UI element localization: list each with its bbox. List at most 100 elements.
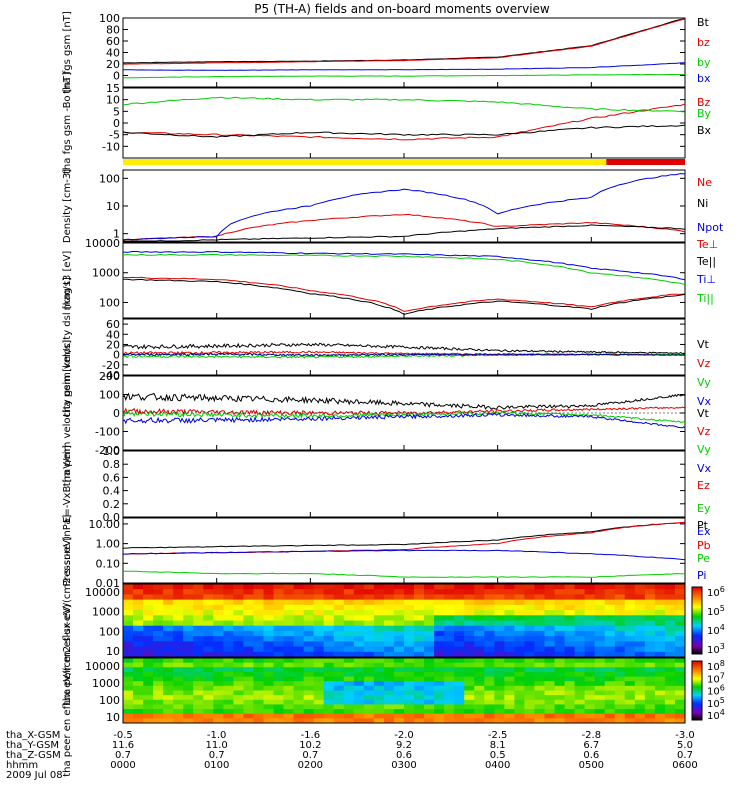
series-line-Vx [122, 412, 686, 429]
heatmap-cell [373, 699, 385, 705]
heatmap-cell [584, 630, 596, 637]
heatmap-cell [404, 620, 415, 627]
heatmap-cell [654, 667, 666, 673]
heatmap-cell [123, 641, 134, 648]
heatmap-cell [273, 636, 285, 642]
heatmap-cell [604, 709, 616, 715]
heatmap-cell [664, 667, 676, 673]
ytick-label: 0 [113, 70, 120, 83]
heatmap-cell [223, 589, 234, 595]
heatmap-cell [454, 599, 465, 606]
heatmap-cell [464, 704, 475, 710]
heatmap-cell [133, 699, 144, 705]
heatmap-cell [233, 685, 244, 691]
heatmap-cell [624, 713, 636, 719]
heatmap-cell [193, 709, 204, 715]
heatmap-cell [253, 658, 264, 664]
heatmap-cell [133, 646, 144, 653]
heatmap-cell [203, 599, 214, 606]
heatmap-cell [383, 667, 395, 673]
heatmap-cell [173, 651, 184, 658]
heatmap-cell [404, 681, 415, 687]
heatmap-cell [574, 641, 586, 648]
heatmap-cell [444, 658, 455, 664]
heatmap-cell [654, 594, 666, 601]
heatmap-cell [243, 709, 254, 715]
heatmap-cell [514, 709, 525, 715]
heatmap-cell [584, 681, 596, 687]
heatmap-cell [544, 713, 556, 719]
heatmap-cell [283, 671, 295, 678]
footer-value: 0.6 [583, 750, 599, 761]
heatmap-cell [263, 599, 275, 606]
heatmap-cell [333, 704, 345, 710]
heatmap-cell [474, 641, 485, 648]
heatmap-cell [133, 620, 144, 627]
heatmap-cell [213, 625, 224, 632]
heatmap-cell [524, 584, 535, 590]
heatmap-cell [343, 662, 355, 668]
heatmap-cell [233, 589, 244, 595]
series-line-Vy [122, 409, 686, 424]
heatmap-cell [584, 699, 596, 705]
heatmap-cell [434, 594, 445, 601]
heatmap-cell [363, 662, 375, 668]
heatmap-cell [263, 685, 275, 691]
heatmap-cell [574, 630, 586, 637]
heatmap-cell [444, 671, 455, 678]
heatmap-cell [514, 610, 525, 616]
heatmap-cell [564, 681, 576, 687]
heatmap-cell [474, 615, 485, 621]
heatmap-cell [343, 658, 355, 664]
heatmap-cell [614, 610, 626, 616]
ytick-label: 100 [99, 296, 120, 309]
heatmap-cell [484, 695, 495, 701]
heatmap-cell [353, 594, 365, 601]
heatmap-cell [444, 651, 455, 658]
heatmap-cell [424, 681, 435, 687]
heatmap-cell [594, 662, 606, 668]
heatmap-cell [514, 713, 525, 719]
heatmap-cell [353, 604, 365, 611]
heatmap-cell [614, 604, 626, 611]
heatmap-cell [564, 604, 576, 611]
heatmap-cell [524, 685, 535, 691]
footer-value: -2.0 [394, 730, 414, 741]
heatmap-cell [183, 713, 194, 719]
heatmap-cell [213, 630, 224, 637]
ytick-label: 0.4 [103, 485, 121, 498]
heatmap-cell [163, 699, 174, 705]
heatmap-cell [454, 658, 465, 664]
heatmap-cell [674, 641, 686, 648]
heatmap-cell [514, 685, 525, 691]
heatmap-cell [674, 699, 686, 705]
heatmap-cell [143, 662, 154, 668]
heatmap-cell [444, 667, 455, 673]
heatmap-cell [634, 636, 646, 642]
heatmap-cell [243, 625, 254, 632]
heatmap-cell [383, 662, 395, 668]
heatmap-cell [534, 599, 545, 606]
heatmap-cell [253, 620, 264, 627]
heatmap-cell [594, 685, 606, 691]
heatmap-cell [383, 620, 395, 627]
heatmap-cell [434, 646, 445, 653]
heatmap-cell [393, 620, 405, 627]
heatmap-cell [534, 604, 545, 611]
heatmap-cell [614, 615, 626, 621]
series-line-Te|| [122, 278, 686, 315]
heatmap-cell [404, 662, 415, 668]
series-line-Vt [122, 342, 686, 355]
heatmap-cell [614, 651, 626, 658]
series-line-Ni [123, 224, 686, 242]
heatmap-cell [223, 695, 234, 701]
heatmap-cell [624, 604, 636, 611]
heatmap-cell [173, 615, 184, 621]
heatmap-cell [524, 667, 535, 673]
heatmap-cell [554, 718, 566, 724]
heatmap-cell [674, 630, 686, 637]
heatmap-cell [353, 676, 365, 682]
heatmap-cell [263, 636, 275, 642]
heatmap-cell [444, 709, 455, 715]
heatmap-cell [454, 662, 465, 668]
